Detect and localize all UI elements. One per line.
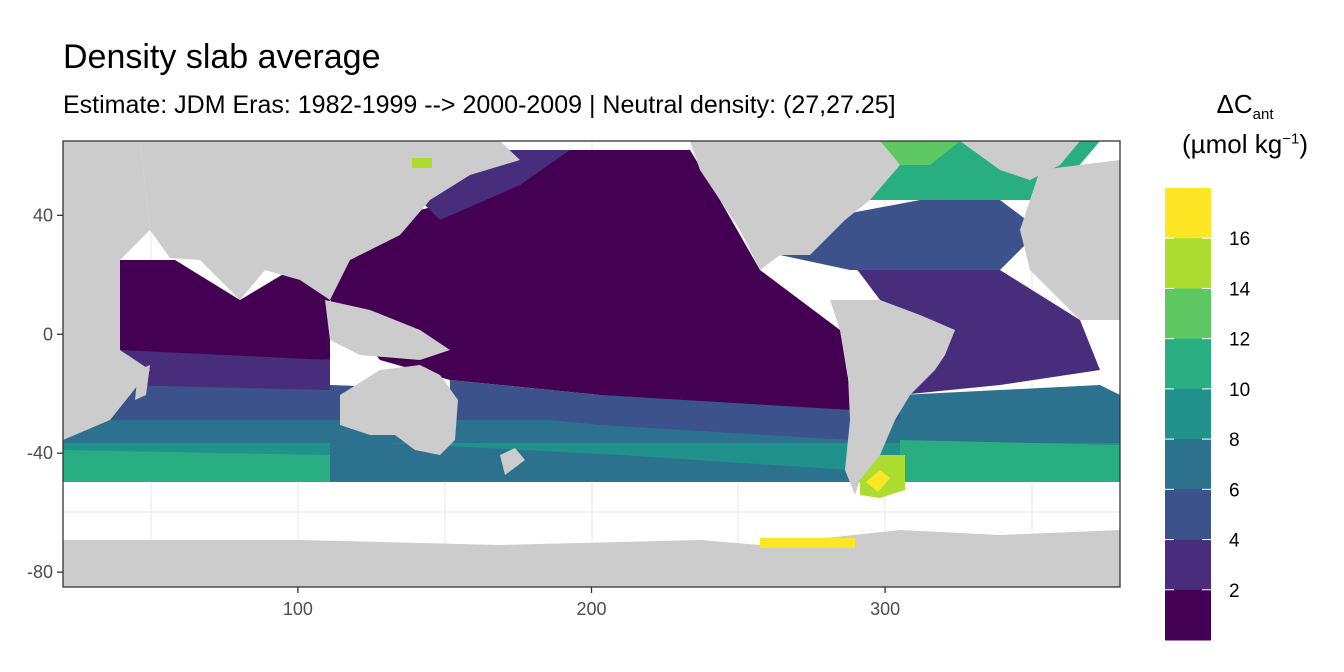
y-tick-label: -80 [27,562,53,582]
legend-color-swatch [1165,539,1211,591]
legend-symbol: ΔC [1216,89,1253,119]
ocean-pacific [330,150,850,410]
y-tick-label: 40 [33,205,53,225]
legend-label: 4 [1229,531,1240,552]
legend-color-swatch [1165,439,1211,490]
x-tick-label: 100 [283,599,313,619]
legend-label: 12 [1229,330,1250,351]
map-layer [63,141,1120,587]
ocean-band-atlantic-south [900,440,1120,482]
legend-label: 16 [1229,229,1250,250]
legend-unit-exponent: −1 [1282,130,1300,148]
land-antarctica [63,530,1120,587]
ocean-pacific-south-mid [450,380,850,440]
legend-unit-suffix: ) [1299,128,1308,159]
y-tick-label: -40 [27,443,53,463]
land-north-america [690,141,900,270]
land-indonesia [325,300,450,360]
legend-color-swatch [1165,288,1211,340]
plot-subtitle: Estimate: JDM Eras: 1982-1999 --> 2000-2… [63,91,896,119]
legend-label: 14 [1229,279,1251,300]
ocean-band-indian-south [63,450,330,482]
legend-label: 2 [1229,581,1240,602]
legend-title: ΔCant (µmol kg−1) [1150,86,1340,164]
ocean-atlantic-south [900,385,1120,440]
legend-label: 6 [1229,480,1240,501]
legend-label: 10 [1229,380,1250,401]
y-axis: 40 0 -40 -80 [27,205,63,582]
ocean-atlantic-tropical [850,260,1100,395]
legend-color-swatch [1165,238,1211,289]
x-axis: 100 200 300 [283,587,900,619]
x-tick-label: 300 [870,599,900,619]
land-europe-africa [1020,160,1120,320]
ocean-patagonian-hotspot [866,470,890,492]
legend-color-swatch [1165,338,1211,390]
legend-label: 8 [1229,430,1240,451]
ocean-antarctic-highlight [760,538,855,548]
ocean-indian-north [120,260,330,360]
y-tick-label: 0 [43,324,53,344]
land [63,141,1120,587]
legend-color-swatch [1165,388,1211,440]
legend-subscript: ant [1252,106,1274,124]
land-madagascar [135,365,150,400]
ocean-band-pacific-south [330,440,850,482]
land-africa [63,141,150,440]
land-eurasia [140,141,520,300]
ocean-labrador [880,141,960,165]
legend-unit-prefix: (µmol kg [1182,128,1283,159]
x-tick-label: 200 [576,599,606,619]
legend-color-swatch [1165,188,1211,239]
legend-color-swatch [1165,589,1211,641]
plot-title: Density slab average [63,38,381,76]
land-greenland [960,141,1080,180]
land-australia [340,365,458,455]
legend-colorbar: 16 14 12 10 8 6 4 2 [1165,188,1251,641]
ocean-japan-sea-highlight [412,158,432,168]
legend-color-swatch [1165,489,1211,541]
land-new-zealand [500,448,525,475]
land-south-america [830,300,955,495]
